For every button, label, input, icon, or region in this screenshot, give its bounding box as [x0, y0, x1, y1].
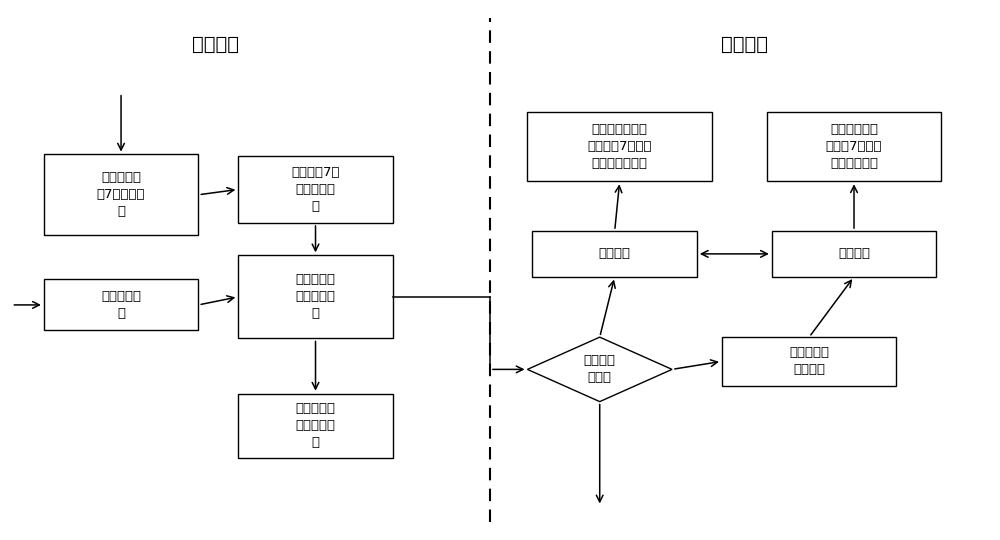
Text: 时间戳服务
器7组时间数
据: 时间戳服务 器7组时间数 据 — [97, 171, 145, 218]
Bar — [238, 255, 393, 339]
Text: 与服务器对比印
模数据、7组时间
数据及坐标数据: 与服务器对比印 模数据、7组时间 数据及坐标数据 — [587, 123, 652, 170]
Text: 对比短信、微
信上的7组时间
数据是否一致: 对比短信、微 信上的7组时间 数据是否一致 — [826, 123, 882, 170]
Bar — [532, 231, 697, 276]
Bar — [527, 112, 712, 181]
Bar — [238, 156, 393, 223]
Text: 启动短信、
微信通知功
能: 启动短信、 微信通知功 能 — [296, 402, 336, 449]
Text: 系统自检: 系统自检 — [599, 247, 631, 260]
Text: 人工自检: 人工自检 — [838, 247, 870, 260]
Text: 随机生成7组
时间数据坐
标: 随机生成7组 时间数据坐 标 — [291, 166, 340, 213]
Text: 提取并显示
水印信息: 提取并显示 水印信息 — [789, 346, 829, 376]
Bar — [44, 154, 198, 235]
Text: 印模原始数
据: 印模原始数 据 — [101, 290, 141, 320]
Text: 签章仿伪: 签章仿伪 — [192, 35, 239, 54]
Text: 辨别密钥
盘身份: 辨别密钥 盘身份 — [584, 354, 616, 384]
Bar — [772, 231, 936, 276]
Polygon shape — [527, 337, 672, 402]
Bar — [238, 394, 393, 458]
Text: 签章自检: 签章自检 — [721, 35, 768, 54]
Text: 生成时间戳
水印印章图
像: 生成时间戳 水印印章图 像 — [296, 273, 336, 320]
Bar — [44, 279, 198, 330]
Bar — [722, 337, 896, 386]
Bar — [767, 112, 941, 181]
